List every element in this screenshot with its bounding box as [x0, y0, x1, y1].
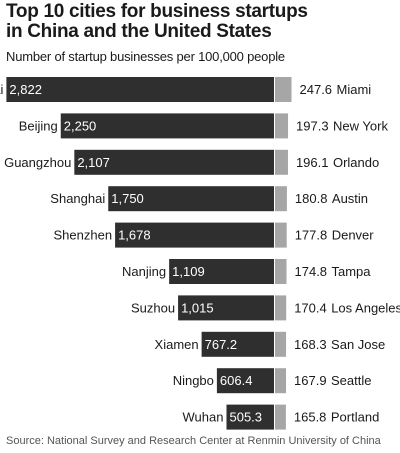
bar-row-1: Zhuhai 2,822 247.6 Miami — [0, 77, 371, 102]
us-value-label: 197.3 — [296, 118, 329, 133]
china-city-label: Suzhou — [131, 300, 175, 315]
china-bar — [178, 295, 275, 321]
us-city-label: Miami — [337, 82, 372, 97]
us-city-label: Portland — [331, 410, 379, 425]
china-value-label: 2,822 — [9, 82, 42, 97]
bar-row-7: Suzhou 1,015 170.4 Los Angeles — [131, 295, 400, 321]
us-city-label: Austin — [332, 191, 368, 206]
china-value-label: 1,678 — [118, 228, 151, 243]
us-bar — [274, 77, 292, 102]
us-value-label: 180.8 — [295, 191, 328, 206]
china-value-label: 767.2 — [205, 337, 238, 352]
china-bar — [115, 222, 275, 248]
china-city-label: Shenzhen — [54, 228, 113, 243]
china-value-label: 1,109 — [172, 264, 205, 279]
bar-row-8: Xiamen 767.2 168.3 San Jose — [155, 331, 385, 357]
us-value-label: 167.9 — [294, 373, 327, 388]
us-city-label: Los Angeles — [331, 300, 400, 315]
china-city-label: Nanjing — [122, 264, 166, 279]
us-value-label: 168.3 — [294, 337, 327, 352]
us-city-label: New York — [333, 118, 388, 133]
china-bar — [74, 149, 275, 175]
china-bar — [169, 259, 275, 284]
china-bar — [60, 113, 275, 139]
us-bar — [274, 149, 288, 175]
us-city-label: Seattle — [331, 373, 371, 388]
china-value-label: 505.3 — [229, 410, 262, 425]
us-value-label: 165.8 — [294, 410, 327, 425]
us-bar — [274, 186, 287, 212]
china-city-label: Beijing — [19, 118, 58, 133]
us-city-label: Orlando — [333, 155, 379, 170]
china-value-label: 606.4 — [220, 373, 253, 388]
china-value-label: 2,107 — [77, 155, 110, 170]
china-city-label: Ningbo — [173, 373, 214, 388]
china-city-label: Xiamen — [155, 337, 199, 352]
us-value-label: 170.4 — [294, 300, 327, 315]
us-value-label: 196.1 — [296, 155, 329, 170]
us-bar — [274, 368, 287, 394]
bar-row-10: Wuhan 505.3 165.8 Portland — [183, 404, 379, 430]
chart-title-line-2: in China and the United States — [6, 21, 272, 42]
us-city-label: Denver — [332, 228, 375, 243]
china-value-label: 1,015 — [181, 300, 214, 315]
china-bar — [201, 331, 275, 357]
bar-row-5: Shenzhen 1,678 177.8 Denver — [54, 222, 375, 248]
china-value-label: 2,250 — [64, 118, 97, 133]
us-bar — [274, 113, 289, 139]
us-value-label: 177.8 — [295, 228, 328, 243]
china-city-label: Wuhan — [183, 410, 224, 425]
us-bar — [274, 331, 287, 357]
bar-row-3: Guangzhou 2,107 196.1 Orlando — [4, 149, 379, 175]
bar-row-6: Nanjing 1,109 174.8 Tampa — [122, 259, 371, 284]
us-value-label: 247.6 — [300, 82, 333, 97]
china-bar — [108, 186, 275, 212]
china-city-label: Guangzhou — [4, 155, 71, 170]
source-note: Source: National Survey and Research Cen… — [6, 435, 381, 447]
china-bar — [226, 404, 275, 430]
us-city-label: Tampa — [332, 264, 372, 279]
china-city-label: Zhuhai — [0, 82, 4, 97]
bar-row-4: Shanghai 1,750 180.8 Austin — [50, 186, 368, 212]
us-city-label: San Jose — [331, 337, 385, 352]
us-bar — [274, 259, 287, 284]
us-value-label: 174.8 — [295, 264, 328, 279]
china-value-label: 1,750 — [111, 191, 144, 206]
us-bar — [274, 222, 287, 248]
chart-subtitle: Number of startup businesses per 100,000… — [6, 49, 285, 64]
us-bar — [274, 404, 286, 430]
bar-row-9: Ningbo 606.4 167.9 Seattle — [173, 368, 372, 394]
us-bar — [274, 295, 287, 321]
chart-title: Top 10 cities for business startups in C… — [6, 2, 396, 42]
china-bar — [216, 368, 275, 394]
china-bar — [6, 77, 275, 102]
chart-title-line-1: Top 10 cities for business startups — [6, 1, 308, 22]
china-city-label: Shanghai — [50, 191, 105, 206]
bar-row-2: Beijing 2,250 197.3 New York — [19, 113, 388, 139]
